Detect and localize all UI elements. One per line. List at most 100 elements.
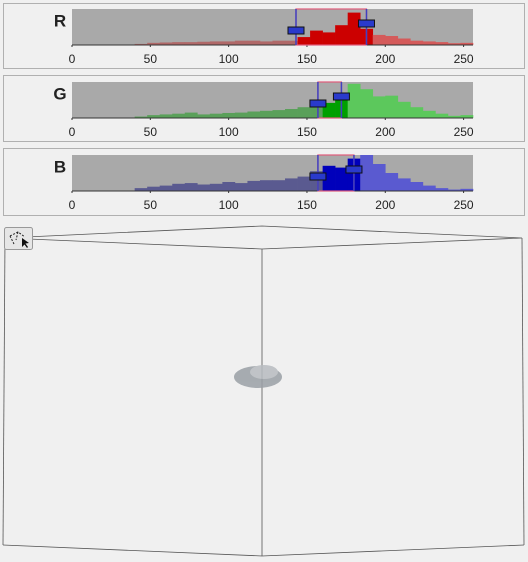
histogram-bar <box>159 185 173 191</box>
histogram-bar <box>447 43 461 45</box>
histogram-bar <box>447 115 461 118</box>
histogram-bar <box>372 34 386 45</box>
range-handle <box>332 92 350 101</box>
histogram-bar <box>435 42 449 45</box>
histogram-bar <box>247 180 261 191</box>
histogram-bar <box>222 41 236 45</box>
x-tick-label: 0 <box>69 125 76 139</box>
histogram-bar <box>285 178 298 191</box>
x-tick-label: 150 <box>297 52 317 66</box>
histogram-bar <box>410 40 424 45</box>
histogram-bar <box>172 183 186 191</box>
histogram-bar <box>460 42 474 45</box>
point-cloud <box>234 365 282 388</box>
histogram-bar <box>347 12 361 46</box>
histogram-bar <box>147 42 161 45</box>
histogram-bar <box>184 112 198 118</box>
histogram-bar <box>259 41 273 45</box>
x-tick-label: 100 <box>219 198 239 212</box>
histogram-bar <box>134 188 148 191</box>
range-handle <box>309 99 327 108</box>
channel-label: R <box>54 11 66 30</box>
histogram-bar <box>134 116 148 118</box>
button-frame[interactable] <box>4 227 33 250</box>
cursor-icon <box>22 238 29 248</box>
x-tick-label: 0 <box>69 198 76 212</box>
histogram-bar <box>422 110 436 118</box>
range-handle <box>309 172 327 181</box>
histogram-bar <box>447 189 461 191</box>
histogram-bar <box>347 83 361 118</box>
x-tick-label: 100 <box>219 125 239 139</box>
histogram-bar <box>172 113 186 118</box>
x-tick-label: 50 <box>144 52 158 66</box>
histogram-bar <box>397 178 411 191</box>
x-tick-label: 150 <box>297 125 317 139</box>
histogram-bar <box>197 184 211 191</box>
x-tick-label: 250 <box>454 198 474 212</box>
histogram-bar <box>385 36 399 45</box>
histogram-bar <box>209 41 223 45</box>
histogram-bar <box>197 41 211 45</box>
x-tick-label: 250 <box>454 125 474 139</box>
histogram-bar <box>385 95 399 118</box>
histogram-bar <box>410 107 424 118</box>
histogram-bar <box>397 101 411 118</box>
histogram-bar <box>385 173 399 191</box>
x-tick-label: 200 <box>375 52 395 66</box>
histogram-bar <box>184 42 198 45</box>
histogram-bar <box>159 42 173 45</box>
x-tick-label: 50 <box>144 198 158 212</box>
x-tick-label: 0 <box>69 52 76 66</box>
histogram-bar <box>297 107 311 118</box>
histogram-bar <box>272 40 286 45</box>
histogram-bar <box>422 41 436 45</box>
histogram-bar <box>285 40 298 45</box>
cube-bottom <box>2 544 525 557</box>
histogram-bar <box>360 155 374 191</box>
histogram-bar <box>335 25 348 45</box>
histogram-bar <box>297 37 311 45</box>
histogram-bar <box>147 186 161 191</box>
histogram-bar <box>259 180 273 191</box>
histogram-bar <box>259 110 273 118</box>
histogram-bar <box>335 167 348 191</box>
x-tick-label: 150 <box>297 198 317 212</box>
histogram-bar <box>285 109 298 118</box>
histogram-bar <box>234 40 248 45</box>
histogram-bar <box>297 176 311 191</box>
histogram-bar <box>322 32 336 45</box>
range-handle <box>345 165 363 174</box>
histogram-bar <box>435 113 449 118</box>
range-handle <box>357 19 375 28</box>
histogram-bar <box>209 113 223 118</box>
histogram-bar <box>460 188 474 191</box>
histogram-bar <box>159 114 173 118</box>
histogram-background <box>72 9 473 45</box>
histogram-bar <box>247 40 261 45</box>
histogram-bar <box>397 38 411 45</box>
histogram-bar <box>372 164 386 191</box>
histogram-bar <box>222 182 236 191</box>
channel-label: B <box>54 157 66 176</box>
range-handle <box>287 26 305 35</box>
cube-edge <box>2 237 6 546</box>
histogram-bar <box>147 115 161 118</box>
histogram-bar <box>247 111 261 118</box>
histogram-bar <box>234 183 248 191</box>
rotate-button[interactable] <box>4 227 33 250</box>
histogram-bar <box>422 185 436 191</box>
histogram-bar <box>134 43 148 45</box>
x-tick-label: 100 <box>219 52 239 66</box>
histogram-bar <box>234 112 248 118</box>
histogram-bar <box>272 180 286 191</box>
histogram-bar <box>460 115 474 118</box>
x-tick-label: 200 <box>375 198 395 212</box>
cube-top <box>4 225 523 250</box>
channel-label: G <box>53 84 66 103</box>
x-tick-label: 250 <box>454 52 474 66</box>
cube <box>2 225 525 557</box>
histogram-bar <box>372 96 386 118</box>
point-cloud-blob <box>250 365 278 379</box>
